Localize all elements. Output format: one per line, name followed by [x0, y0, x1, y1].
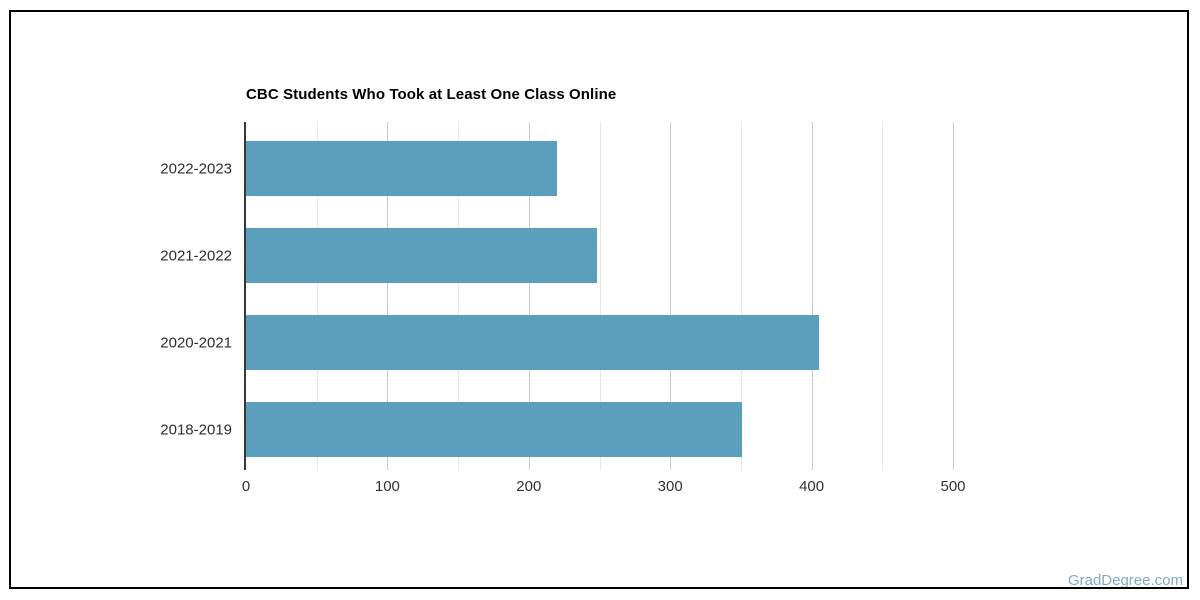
minor-gridline-350 [740, 122, 742, 470]
major-gridline-100 [387, 122, 389, 470]
y-axis-line [244, 122, 246, 470]
minor-gridline-250 [599, 122, 601, 470]
x-tick-label-200: 200 [516, 478, 542, 495]
chart-title: CBC Students Who Took at Least One Class… [246, 86, 617, 103]
bar-2020-2021 [246, 315, 819, 370]
y-axis-label-2021-2022: 2021-2022 [160, 247, 232, 264]
major-gridline-200 [528, 122, 530, 470]
watermark-link[interactable]: GradDegree.com [1067, 572, 1183, 589]
y-axis-label-2020-2021: 2020-2021 [160, 334, 232, 351]
bar-2018-2019 [246, 402, 743, 457]
major-gridline-400 [811, 122, 813, 470]
major-gridline-500 [953, 122, 954, 470]
bar-2022-2023 [246, 141, 558, 196]
x-tick-label-100: 100 [374, 478, 400, 495]
y-axis-label-2018-2019: 2018-2019 [160, 421, 232, 438]
bar-2021-2022 [246, 228, 597, 283]
major-gridline-300 [670, 122, 672, 470]
minor-gridline-50 [316, 122, 318, 470]
x-tick-label-500: 500 [940, 478, 966, 495]
x-tick-label-300: 300 [657, 478, 683, 495]
x-tick-label-400: 400 [799, 478, 825, 495]
plot-area [244, 122, 954, 470]
minor-gridline-450 [882, 122, 884, 470]
minor-gridline-150 [458, 122, 460, 470]
y-axis-label-2022-2023: 2022-2023 [160, 160, 232, 177]
x-tick-label-0: 0 [241, 478, 251, 495]
